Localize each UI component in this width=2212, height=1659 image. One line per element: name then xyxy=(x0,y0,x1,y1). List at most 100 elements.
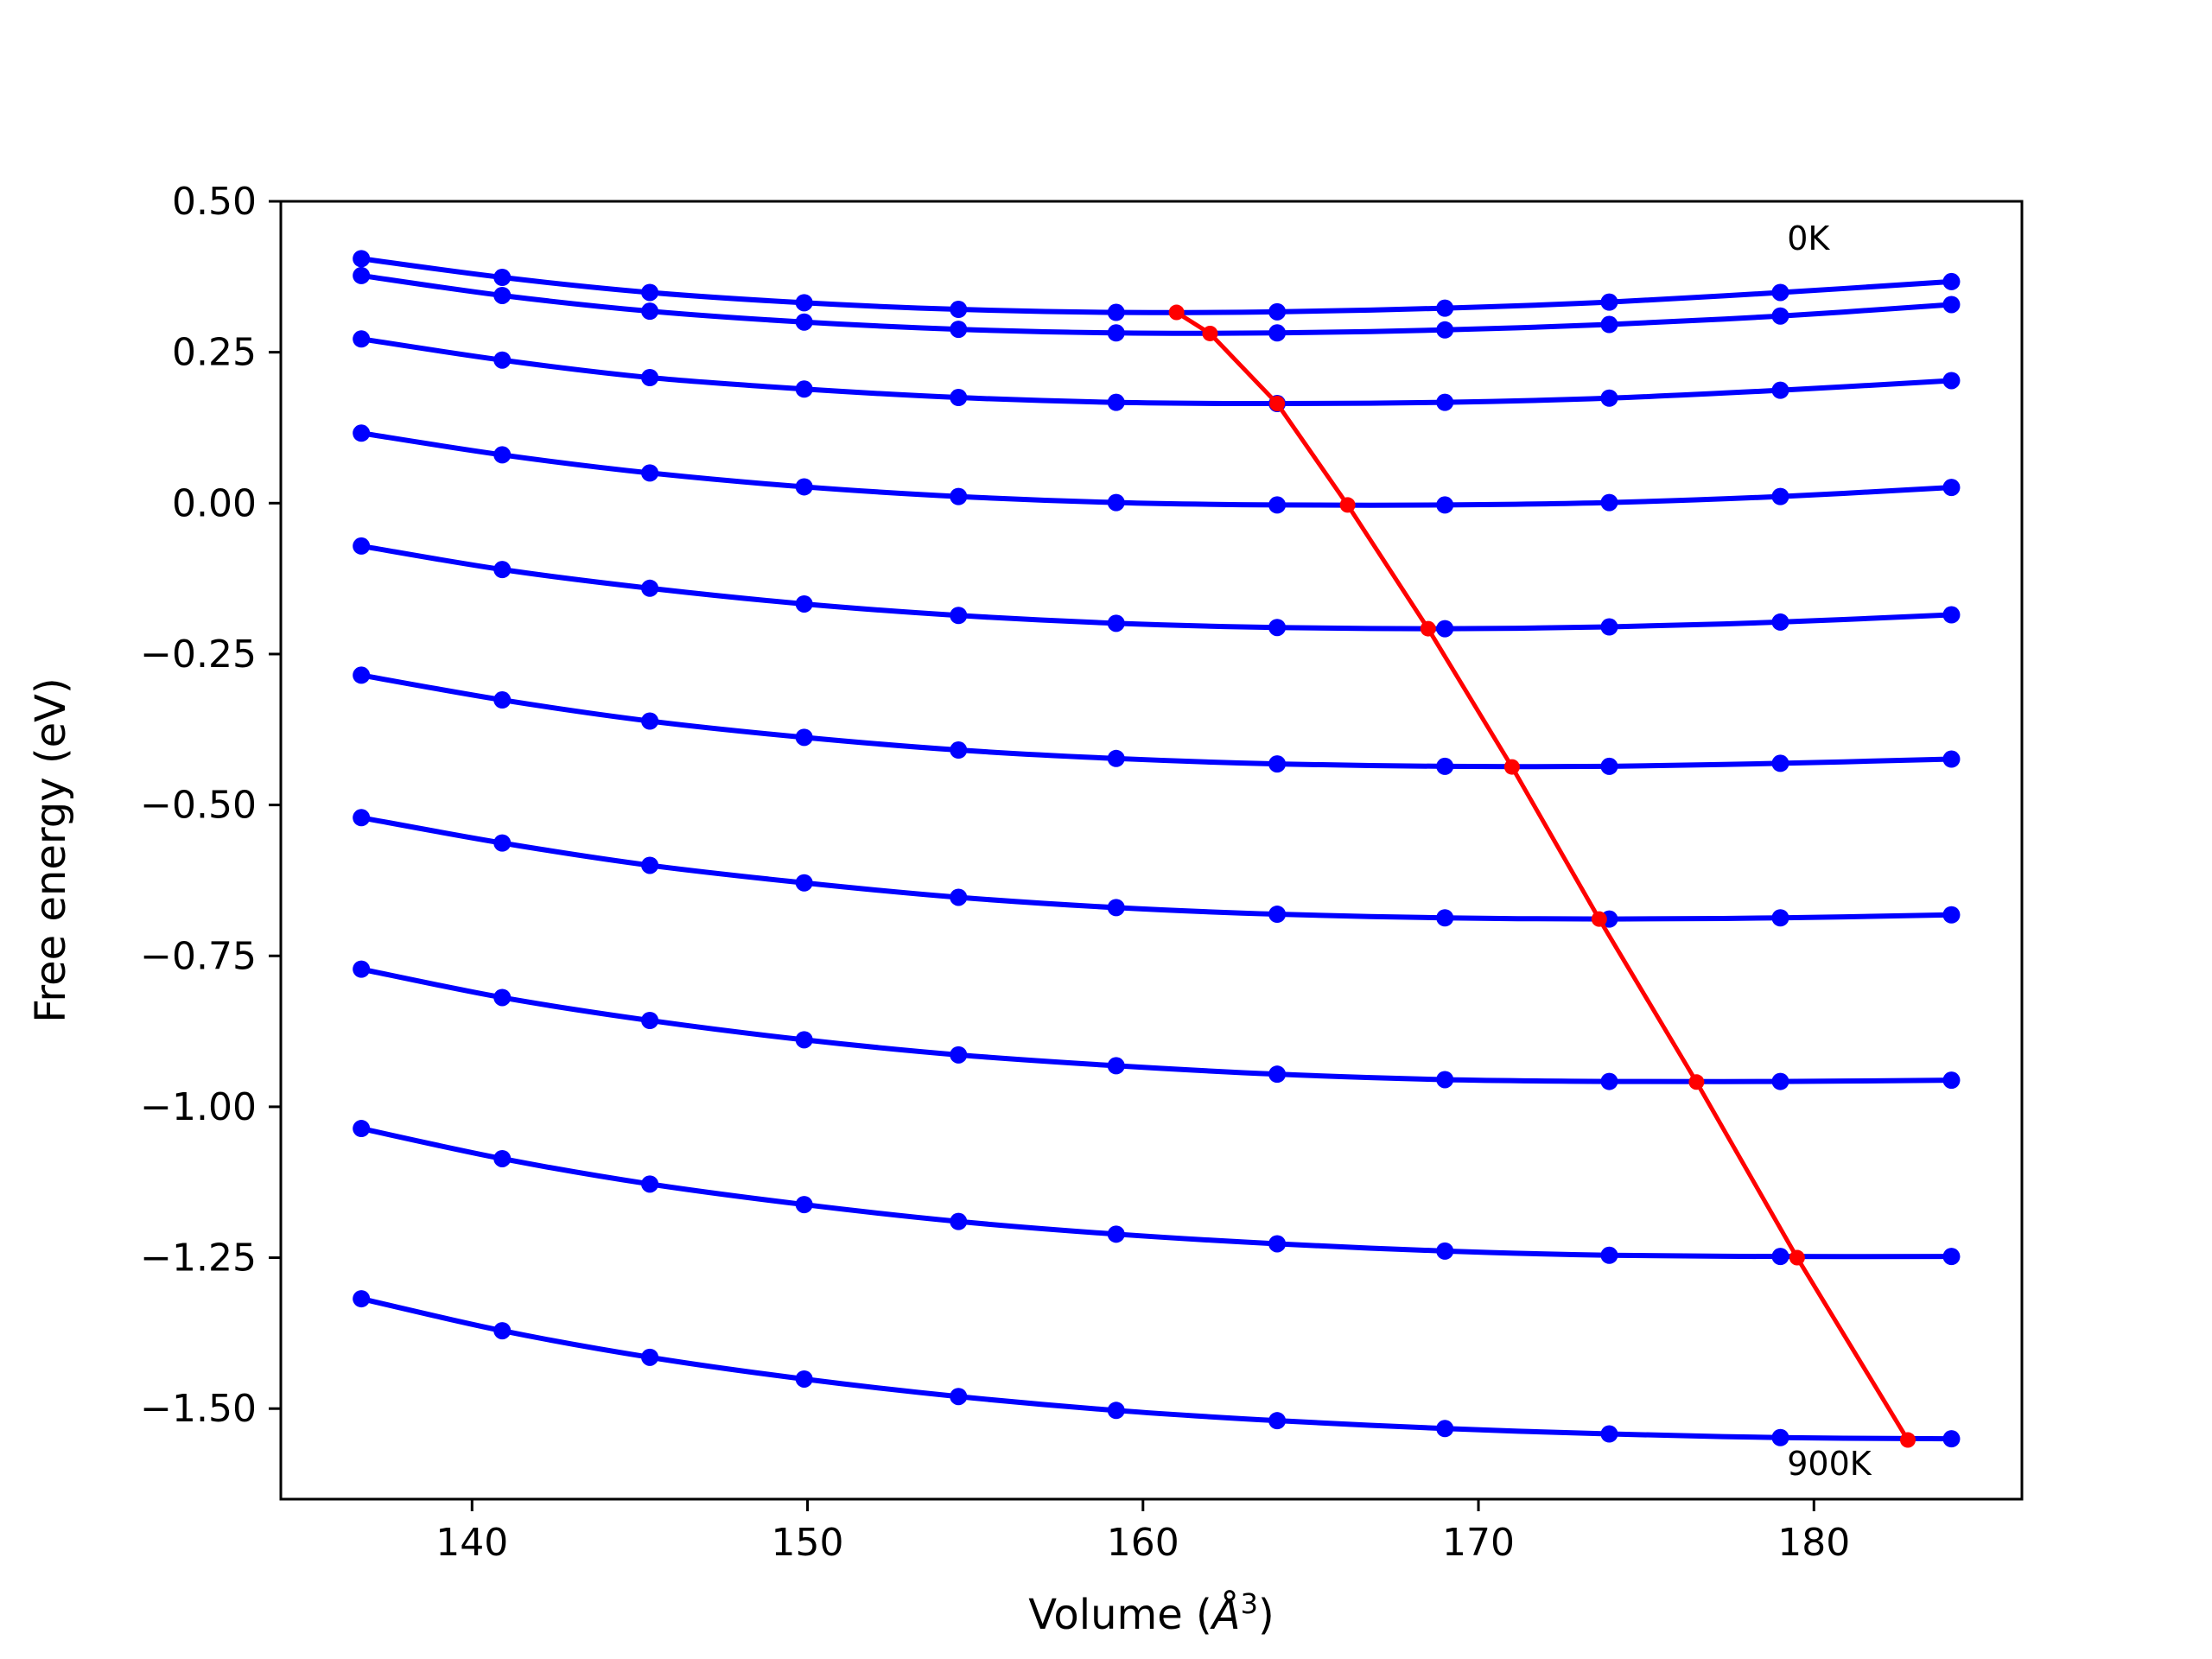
minimum-point xyxy=(1202,325,1218,341)
curve-point xyxy=(1107,393,1125,411)
curve-point xyxy=(493,286,512,304)
curve-point xyxy=(353,1290,371,1308)
y-tick-label: 0.50 xyxy=(172,180,257,224)
curve-point xyxy=(493,1149,512,1167)
curve-point xyxy=(1107,1225,1125,1243)
curve-point xyxy=(1600,293,1618,311)
axis-ticks: 140 150 160 170 180 0.50 0.25 0.00 −0.25 −0.50 −0.… xyxy=(140,180,1850,1565)
curve-point xyxy=(1771,381,1789,399)
curve-point xyxy=(1771,1072,1789,1090)
curve-point xyxy=(1268,1065,1287,1084)
y-tick-label: 0.00 xyxy=(172,481,257,525)
y-tick-label: −1.25 xyxy=(140,1236,257,1281)
curve-point xyxy=(1436,909,1454,927)
minimum-point xyxy=(1591,911,1607,927)
curve-point xyxy=(1107,303,1125,321)
minimum-point xyxy=(1688,1074,1705,1090)
curve-point xyxy=(1436,393,1454,411)
curve-point xyxy=(1436,496,1454,514)
curve-point xyxy=(1600,1246,1618,1264)
curve-point xyxy=(1107,493,1125,512)
curve-point xyxy=(641,1348,659,1366)
curve-point xyxy=(353,537,371,555)
temperature-curve-1 xyxy=(353,266,1961,342)
temperature-curve-8 xyxy=(353,1120,1961,1266)
curve-point xyxy=(950,487,968,505)
minimum-point xyxy=(1899,1432,1916,1448)
annotations: 0K 900K xyxy=(1787,219,1872,1483)
curve-point xyxy=(353,330,371,348)
curve-point xyxy=(641,1012,659,1030)
curve-point xyxy=(1771,909,1789,927)
x-tick-label: 170 xyxy=(1442,1521,1515,1565)
curve-point xyxy=(1107,324,1125,342)
minimum-point xyxy=(1168,304,1185,321)
curve-point xyxy=(1600,1425,1618,1443)
curve-point xyxy=(641,1175,659,1193)
curve-point xyxy=(493,446,512,464)
curve-point xyxy=(1942,1248,1961,1266)
curve-point xyxy=(1771,1428,1789,1446)
x-tick-label: 160 xyxy=(1107,1521,1179,1565)
curve-point xyxy=(1942,1430,1961,1448)
temperature-annotation: 0K xyxy=(1787,219,1830,257)
curve-point xyxy=(1107,899,1125,917)
curve-point xyxy=(1771,754,1789,772)
curve-point xyxy=(493,561,512,579)
curve-point xyxy=(1436,1242,1454,1260)
curve-point xyxy=(1268,302,1287,321)
minimum-volume-path xyxy=(1168,304,1916,1448)
curve-point xyxy=(950,607,968,625)
curve-point xyxy=(1268,1412,1287,1430)
curve-point xyxy=(1942,372,1961,390)
curve-point xyxy=(353,266,371,284)
temperature-curve-3 xyxy=(353,424,1961,514)
curve-point xyxy=(1268,755,1287,773)
curve-point xyxy=(1771,307,1789,325)
x-axis-label: Volume (Å3) xyxy=(1028,1587,1274,1639)
curve-point xyxy=(795,313,813,331)
curve-point xyxy=(493,351,512,369)
curve-point xyxy=(1942,1071,1961,1090)
curve-point xyxy=(1600,493,1618,512)
minimum-point xyxy=(1789,1249,1805,1266)
x-tick-label: 140 xyxy=(435,1521,508,1565)
curve-point xyxy=(1600,389,1618,407)
curve-point xyxy=(1107,1402,1125,1420)
y-tick-label: −1.00 xyxy=(140,1085,257,1129)
curve-point xyxy=(1942,479,1961,497)
curve-point xyxy=(795,1370,813,1388)
plot-area xyxy=(353,250,1961,1448)
temperature-curve-4 xyxy=(353,537,1961,638)
temperature-curve-5 xyxy=(353,666,1961,775)
curve-point xyxy=(795,1196,813,1214)
curve-point xyxy=(795,380,813,398)
curve-point xyxy=(641,856,659,874)
axes-frame xyxy=(279,200,2024,1501)
curve-point xyxy=(1107,1057,1125,1075)
curve-point xyxy=(795,874,813,892)
temperature-curve-0 xyxy=(353,250,1961,321)
curve-point xyxy=(1771,487,1789,505)
curve-point xyxy=(950,389,968,407)
y-tick-label: 0.25 xyxy=(172,331,257,375)
curve-point xyxy=(1436,1420,1454,1438)
curve-point xyxy=(353,1120,371,1138)
curve-point xyxy=(950,321,968,339)
curve-point xyxy=(950,1212,968,1230)
curve-point xyxy=(950,1046,968,1064)
curve-point xyxy=(1600,757,1618,775)
curve-point xyxy=(641,464,659,482)
curve-point xyxy=(1436,321,1454,339)
curve-point xyxy=(1942,750,1961,768)
curve-point xyxy=(1107,614,1125,632)
curve-point xyxy=(1268,619,1287,637)
curve-point xyxy=(795,728,813,747)
curve-point xyxy=(1436,299,1454,317)
curve-point xyxy=(353,424,371,442)
temperature-curve-2 xyxy=(353,330,1961,413)
curve-point xyxy=(353,250,371,268)
curve-point xyxy=(641,579,659,597)
curve-point xyxy=(1600,618,1618,636)
